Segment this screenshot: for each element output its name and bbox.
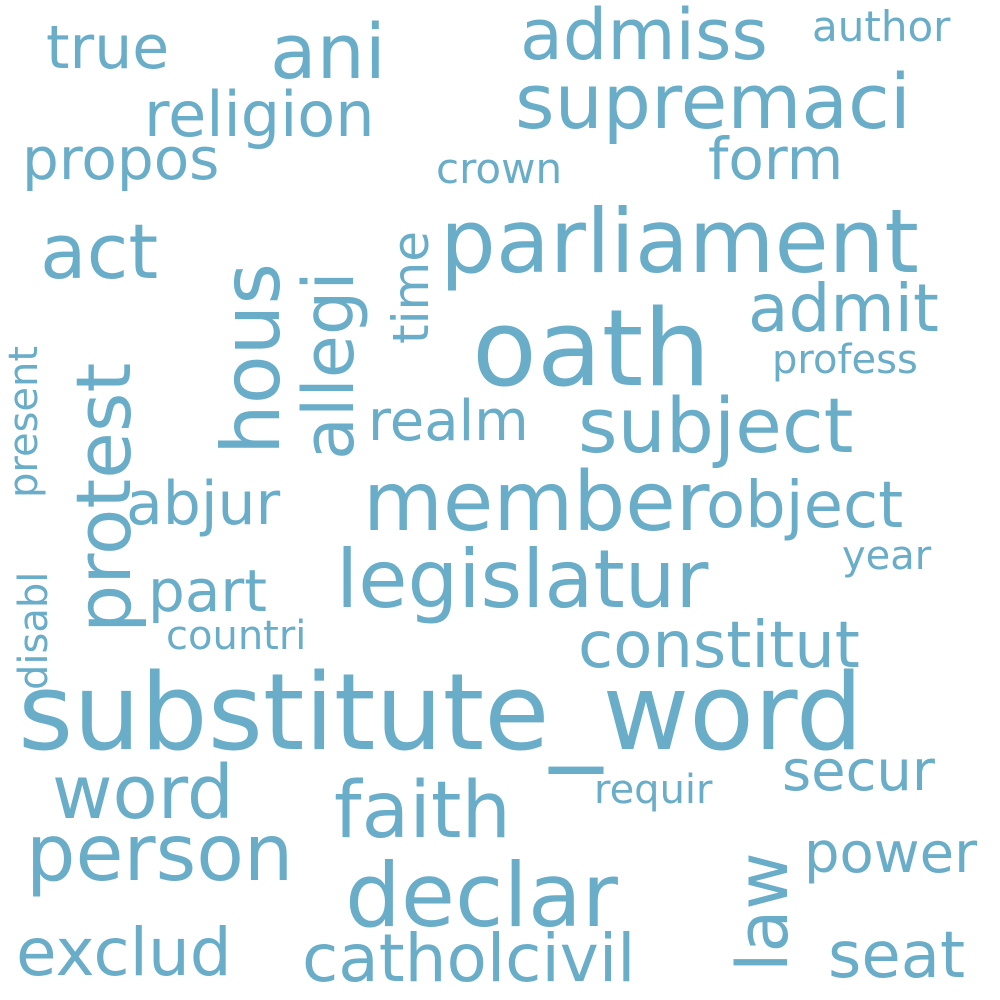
word-true: true [46,13,170,83]
word-subject: subject [578,381,854,470]
word-religion: religion [144,78,375,151]
word-act: act [40,207,159,296]
word-supremaci: supremaci [515,57,911,146]
word-member: member [363,455,710,550]
word-oath: oath [472,287,711,410]
word-catholcivil: catholcivil [302,920,636,997]
word-object: object [706,469,904,543]
word-power: power [804,821,978,886]
word-person: person [26,809,294,899]
word-form: form [708,125,844,193]
word-legislatur: legislatur [336,533,709,626]
word-faith: faith [334,766,511,856]
word-requir: requir [594,767,713,813]
word-secur: secur [782,739,935,804]
word-time: time [382,231,440,344]
word-constitut: constitut [578,609,860,683]
word-exclud: exclud [16,914,232,991]
word-disabl: disabl [11,571,57,690]
word-declar: declar [345,844,618,947]
word-countri: countri [166,613,307,659]
word-year: year [842,533,932,579]
word-part: part [148,557,267,625]
word-allegi: allegi [288,271,370,460]
word-present: present [1,345,47,498]
word-admiss: admiss [520,0,768,76]
word-substitute-word: substitute_word [18,651,863,774]
word-law: law [722,852,804,972]
word-profess: profess [772,337,918,383]
word-word: word [52,750,234,836]
word-parliament: parliament [440,190,919,293]
word-author: author [812,2,951,51]
word-ani: ani [270,7,386,96]
word-propos: propos [22,125,220,193]
word-hous: hous [205,262,298,455]
word-seat: seat [828,919,966,993]
word-abjur: abjur [126,469,281,539]
word-realm: realm [368,389,529,454]
word-crown: crown [436,144,563,193]
word-admit: admit [748,270,939,347]
